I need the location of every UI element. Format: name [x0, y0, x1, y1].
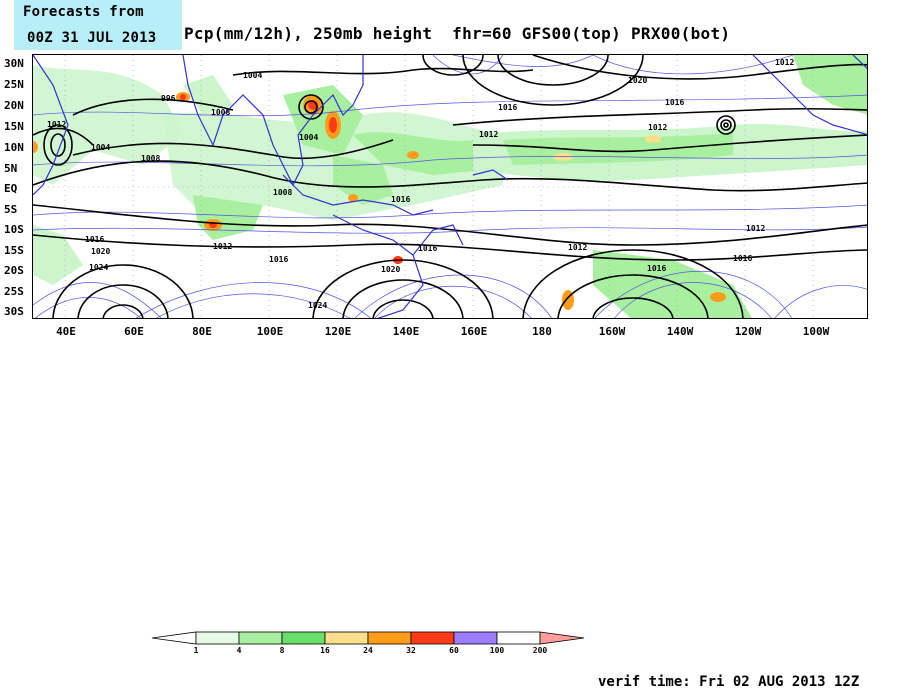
lat-label: 25S — [4, 285, 24, 298]
weather-map: 1004 996 1008 1012 1004 1004 1008 1008 1… — [32, 54, 868, 319]
contour-label: 1008 — [141, 154, 160, 163]
forecast-title-line2: 00Z 31 JUL 2013 — [27, 30, 157, 46]
lat-label: 5S — [4, 203, 18, 216]
lat-label: 20S — [4, 264, 24, 277]
lat-label: EQ — [4, 182, 18, 195]
contour-label: 1012 — [213, 242, 232, 251]
legend-label: 200 — [532, 646, 548, 655]
forecast-title-line1: Forecasts from — [23, 4, 144, 20]
contour-label: 1016 — [647, 264, 666, 273]
precip-heavy — [710, 292, 726, 302]
contour-label: 1004 — [299, 133, 318, 142]
contour-label: 1012 — [479, 130, 498, 139]
lon-label: 140E — [392, 325, 420, 338]
precip-area — [333, 155, 393, 205]
contour-label: 1016 — [498, 103, 517, 112]
contour-label: 1012 — [568, 243, 587, 252]
legend-label: 8 — [279, 646, 285, 655]
lon-label: 120W — [734, 325, 762, 338]
verif-time: verif time: Fri 02 AUG 2013 12Z — [598, 674, 860, 690]
contour-label: 1020 — [91, 247, 110, 256]
precip-area — [793, 55, 867, 115]
contour-label: 1012 — [746, 224, 765, 233]
lon-label: 60E — [124, 325, 144, 338]
legend-swatch — [367, 631, 412, 645]
lon-label: 40E — [56, 325, 76, 338]
lat-label: 20N — [4, 99, 24, 112]
precip-area — [33, 225, 83, 285]
map-grid — [33, 55, 867, 318]
precip-legend-bar — [151, 631, 585, 645]
precip-heavy — [553, 153, 573, 161]
lat-label: 15S — [4, 244, 24, 257]
legend-arrow-left — [151, 631, 197, 645]
legend-label: 100 — [489, 646, 505, 655]
lat-label: 10S — [4, 223, 24, 236]
lon-label: 140W — [666, 325, 694, 338]
precip-heavy — [329, 117, 337, 133]
lat-label: 5N — [4, 162, 18, 175]
lon-label: 100W — [802, 325, 830, 338]
lat-label: 30S — [4, 305, 24, 318]
lat-label: 30N — [4, 57, 24, 70]
contour-label: 1016 — [85, 235, 104, 244]
legend-swatch — [195, 631, 240, 645]
weather-map-svg: 1004 996 1008 1012 1004 1004 1008 1008 1… — [33, 55, 867, 318]
lon-label: 80E — [192, 325, 212, 338]
chart-header: Pcp(mm/12h), 250mb height fhr=60 GFS00(t… — [184, 24, 731, 43]
lon-label: 160W — [598, 325, 626, 338]
legend-label: 32 — [406, 646, 416, 655]
contour-label: 1016 — [391, 195, 410, 204]
contour-label: 1016 — [418, 244, 437, 253]
contour-label: 1016 — [269, 255, 288, 264]
precip-area — [183, 75, 233, 115]
contour-label: 1020 — [628, 76, 647, 85]
coastlines — [33, 55, 867, 318]
lat-label: 10N — [4, 141, 24, 154]
contour-label: 1024 — [308, 301, 327, 310]
lon-label: 100E — [256, 325, 284, 338]
legend-swatch — [324, 631, 369, 645]
contour-labels: 1004 996 1008 1012 1004 1004 1008 1008 1… — [47, 58, 794, 310]
legend-swatch — [238, 631, 283, 645]
lat-label: 25N — [4, 78, 24, 91]
precip-heavy — [348, 194, 358, 202]
forecast-title-box: Forecasts from 00Z 31 JUL 2013 — [14, 0, 182, 50]
precip-area — [283, 85, 363, 155]
lon-label: 180 — [532, 325, 552, 338]
contour-label: 1008 — [273, 188, 292, 197]
contour-label: 1008 — [211, 108, 230, 117]
contour-label: 1012 — [775, 58, 794, 67]
legend-swatch — [281, 631, 326, 645]
pressure-systems — [43, 55, 744, 318]
lat-label: 15N — [4, 120, 24, 133]
legend-arrow-right — [539, 631, 585, 645]
isobars — [33, 55, 867, 261]
contour-label: 1016 — [733, 254, 752, 263]
contour-label: 1012 — [648, 123, 667, 132]
legend-swatch — [453, 631, 498, 645]
precip-heavy — [180, 94, 186, 100]
legend-label: 24 — [363, 646, 373, 655]
precip-heavy — [33, 141, 38, 153]
legend-label: 16 — [320, 646, 330, 655]
legend-swatch — [410, 631, 455, 645]
contour-label: 1020 — [381, 265, 400, 274]
legend-label: 1 — [193, 646, 199, 655]
contour-label: 1004 — [243, 71, 262, 80]
legend-label: 4 — [236, 646, 242, 655]
legend-swatch — [496, 631, 541, 645]
contour-label: 1004 — [91, 143, 110, 152]
contour-label: 1024 — [89, 263, 108, 272]
lon-label: 160E — [460, 325, 488, 338]
precip-areas — [33, 55, 867, 318]
lon-label: 120E — [324, 325, 352, 338]
precip-heavy — [645, 135, 661, 143]
contour-label: 996 — [161, 94, 176, 103]
contour-label: 1012 — [47, 120, 66, 129]
legend-label: 60 — [449, 646, 459, 655]
precip-heavy — [407, 151, 419, 159]
contour-label: 1016 — [665, 98, 684, 107]
